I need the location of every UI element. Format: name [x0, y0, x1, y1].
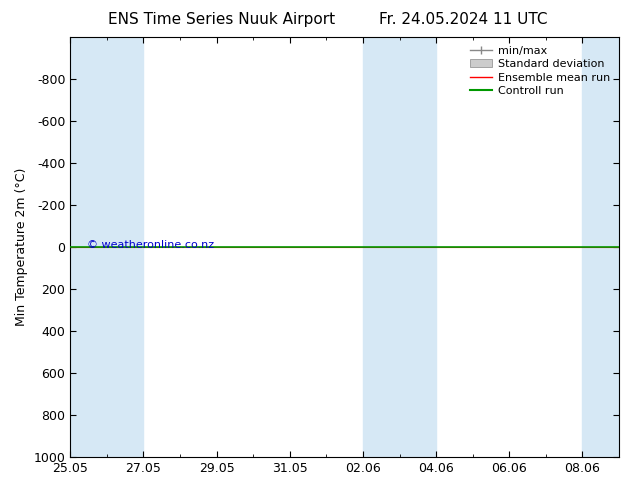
Bar — [70, 37, 143, 457]
Bar — [363, 37, 436, 457]
Text: ENS Time Series Nuuk Airport: ENS Time Series Nuuk Airport — [108, 12, 335, 27]
Legend: min/max, Standard deviation, Ensemble mean run, Controll run: min/max, Standard deviation, Ensemble me… — [467, 43, 614, 99]
Text: Fr. 24.05.2024 11 UTC: Fr. 24.05.2024 11 UTC — [378, 12, 547, 27]
Bar — [583, 37, 619, 457]
Y-axis label: Min Temperature 2m (°C): Min Temperature 2m (°C) — [15, 168, 28, 326]
Text: © weatheronline.co.nz: © weatheronline.co.nz — [87, 240, 214, 250]
